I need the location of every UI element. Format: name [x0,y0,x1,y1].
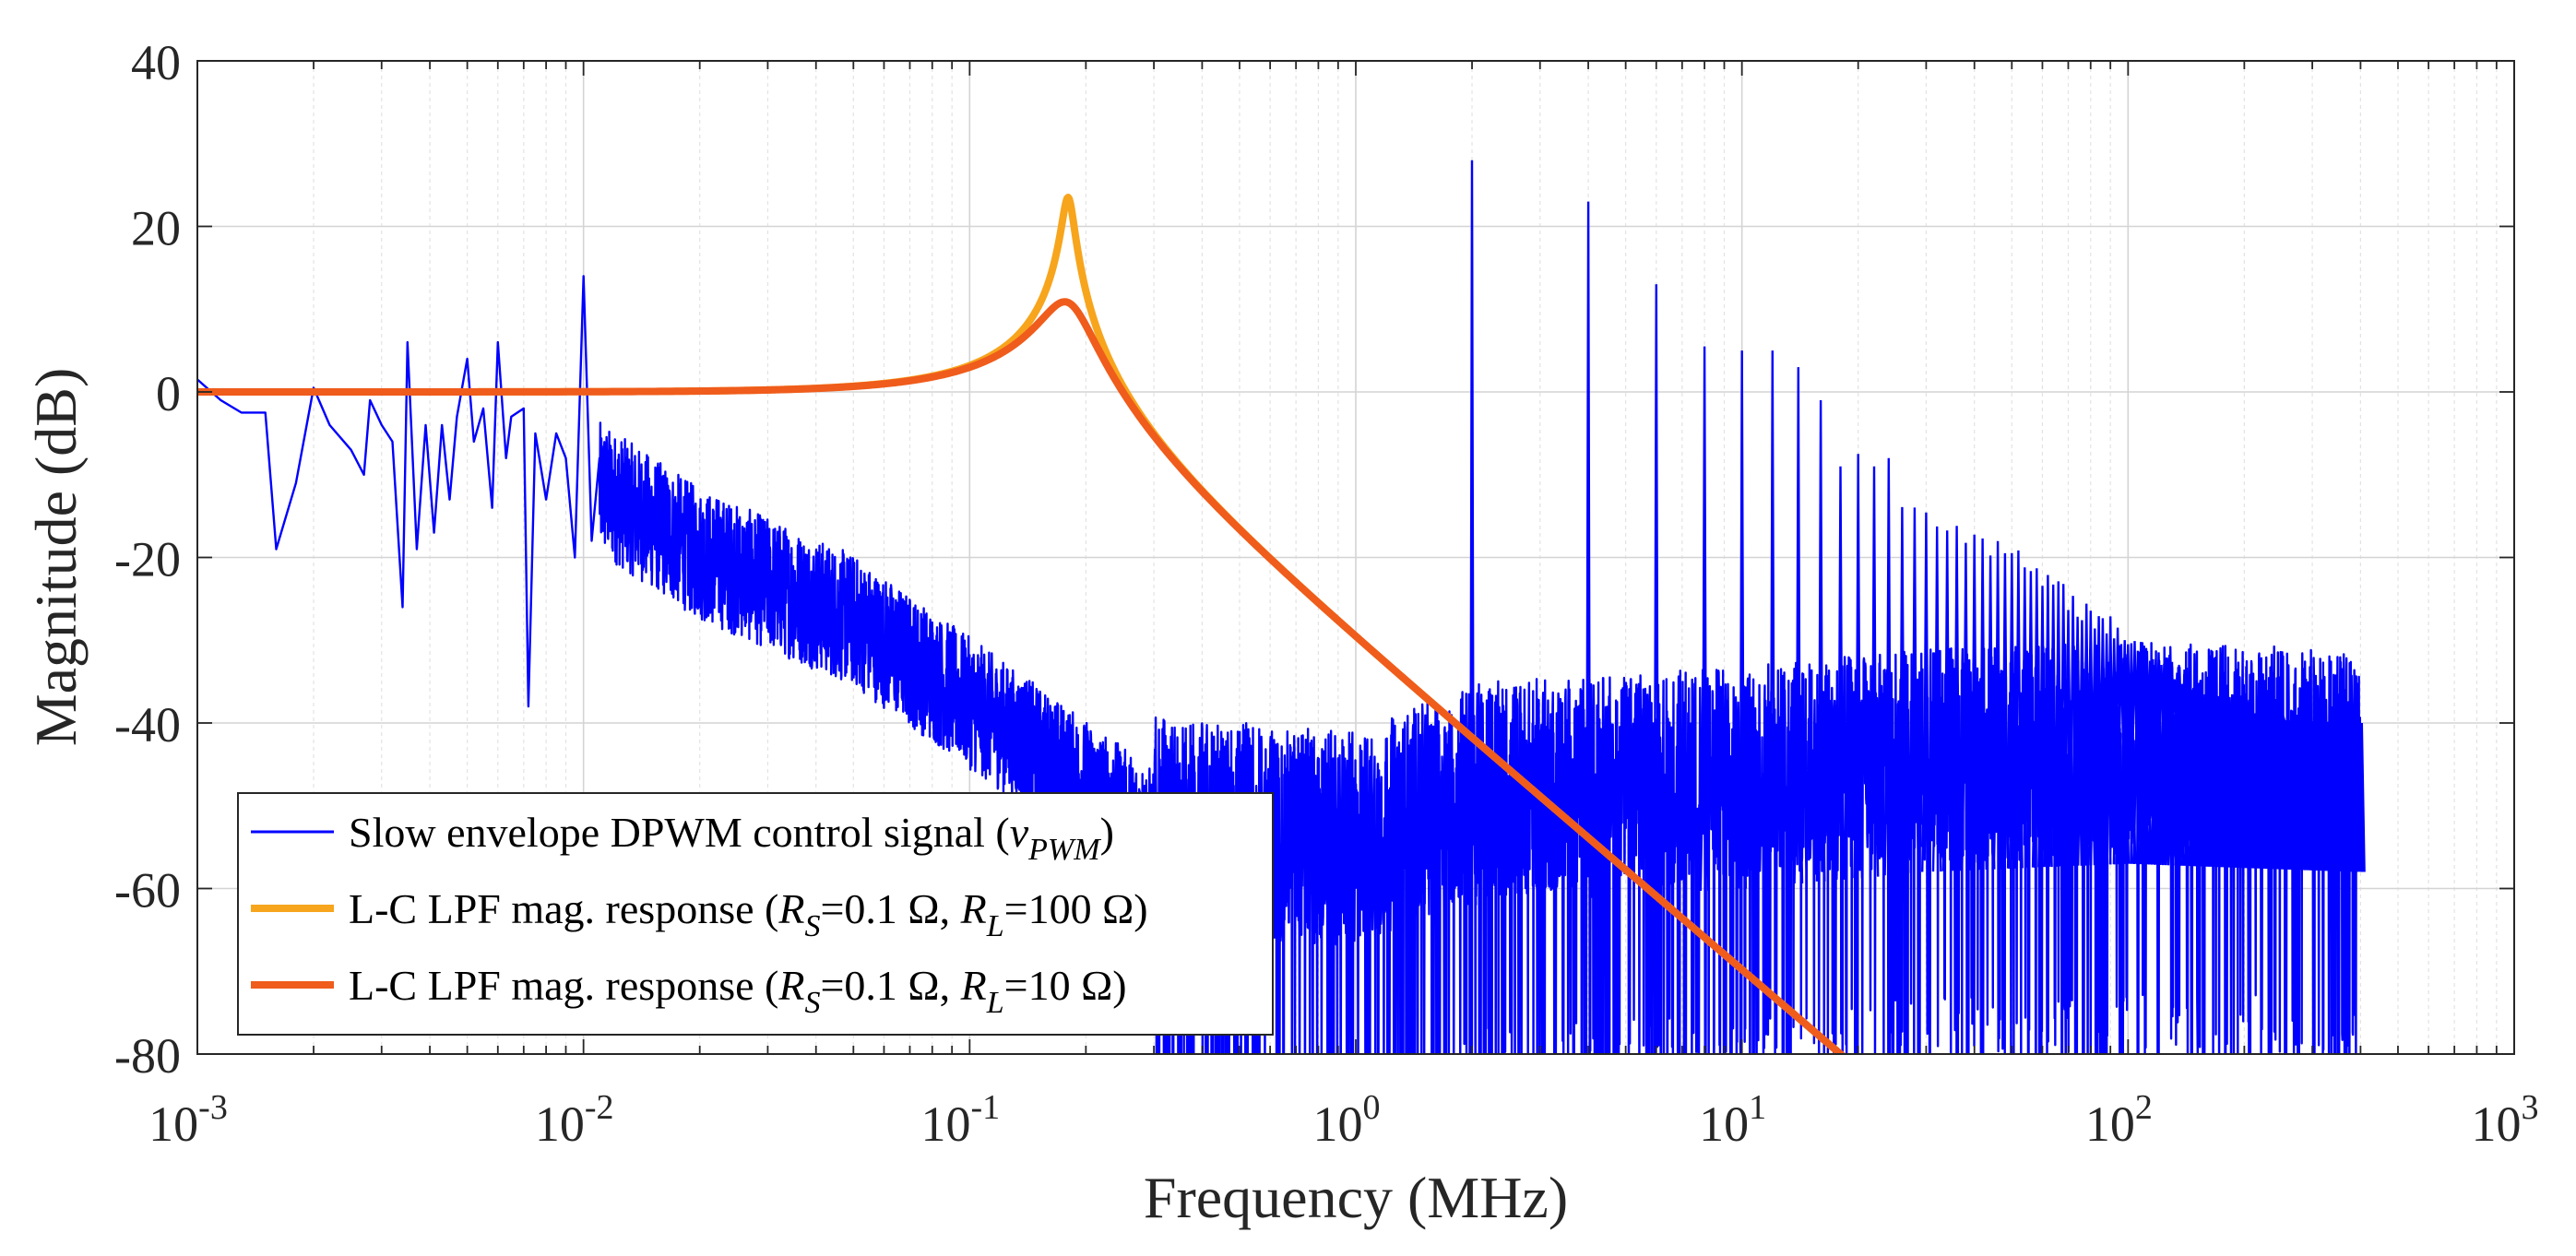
y-tick-label: -20 [114,532,181,587]
legend-box [237,792,1274,1036]
x-tick-label: 10-3 [148,1088,228,1152]
x-tick-label: 103 [2472,1088,2539,1152]
legend-label-1: L-C LPF mag. response (RS=0.1 Ω, RL=100 … [349,885,1148,943]
y-axis-title: Magnitude (dB) [23,368,89,747]
axis-ticks [196,60,2514,1055]
x-tick-label: 10-2 [535,1088,614,1152]
x-tick-label: 102 [2085,1088,2153,1152]
x-axis-title: Frequency (MHz) [1144,1165,1568,1230]
y-tick-label: -40 [114,697,181,752]
x-tick-label: 100 [1313,1088,1381,1152]
y-tick-label: -60 [114,863,181,918]
y-tick-label: 0 [156,366,181,421]
x-tick-label: 10-1 [921,1088,1001,1152]
series-vpwm-harmonics [1466,160,2366,906]
legend-label-0: Slow envelope DPWM control signal (vPWM) [349,809,1114,867]
y-tick-label: 40 [131,35,181,90]
y-tick-label: -80 [114,1028,181,1084]
x-tick-label: 101 [1699,1088,1766,1152]
legend: Slow envelope DPWM control signal (vPWM)… [237,792,1274,1036]
legend-label-2: L-C LPF mag. response (RS=0.1 Ω, RL=10 Ω… [349,962,1127,1020]
y-tick-label: 20 [131,201,181,256]
series-layer [197,160,2366,1054]
series-lpf-rl-10 [197,298,1846,1054]
